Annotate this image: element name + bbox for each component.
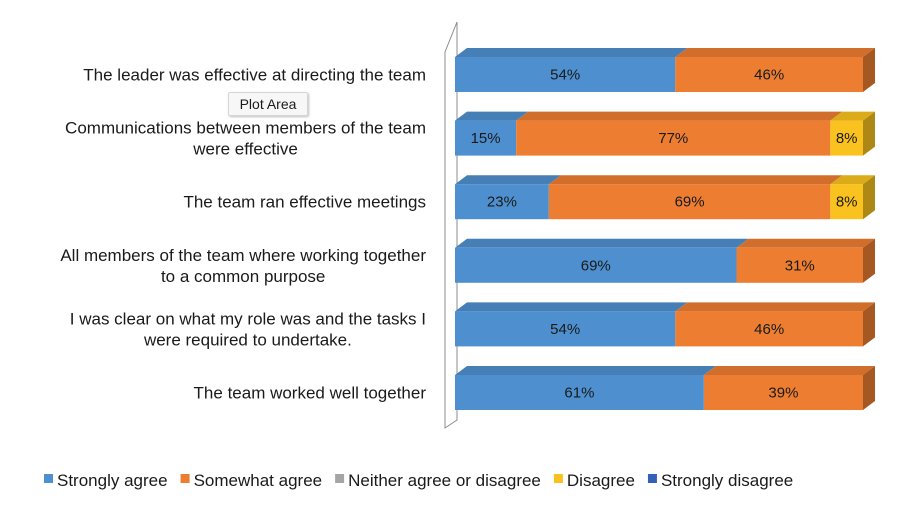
bar-segment — [455, 375, 704, 410]
bar-side — [863, 302, 875, 347]
category-label: I was clear on what my role was and the … — [70, 309, 426, 328]
legend-swatch — [553, 474, 563, 483]
data-label: 8% — [836, 194, 858, 211]
data-label: 31% — [785, 257, 815, 274]
data-label: 77% — [658, 130, 688, 147]
legend-swatch — [647, 474, 657, 483]
category-label: Communications between members of the te… — [65, 119, 426, 138]
bars: 54% 46% 15% 77% 8% 23% 69% 8% 69% 31% 54% 46% 61% 39% — [455, 48, 875, 410]
bar-segment-top — [455, 111, 529, 121]
bar-segment-top — [675, 48, 875, 57]
bar-segment — [675, 57, 863, 92]
bar-segment — [830, 184, 863, 220]
legend-item-label: Strongly agree — [57, 471, 168, 490]
bar-side — [863, 48, 875, 92]
bar-segment-top — [455, 175, 561, 185]
legend-item-label: Somewhat agree — [194, 471, 323, 490]
legend: Strongly agree Somewhat agree Neither agre… — [44, 471, 793, 490]
bar-segment — [675, 311, 863, 347]
plot-area-wall — [444, 21, 458, 429]
bar-segment — [703, 375, 863, 410]
bar-segment-top — [455, 238, 749, 248]
bar-segment-top — [455, 302, 688, 312]
bar-segment — [548, 184, 831, 220]
category-label: The team ran effective meetings — [183, 193, 426, 212]
category-labels: The leader was effective at directing th… — [60, 66, 426, 403]
bar-side — [863, 111, 875, 156]
legend-item-label: Strongly disagree — [661, 471, 793, 490]
legend-item-label: Neither agree or disagree — [348, 471, 541, 490]
bar-segment-top — [675, 302, 875, 312]
bar-segment — [455, 311, 676, 347]
data-label: 23% — [487, 194, 517, 211]
category-label: were required to undertake. — [143, 330, 352, 349]
legend-swatch — [180, 474, 190, 483]
legend-item-label: Disagree — [567, 471, 635, 490]
bar-side — [863, 238, 875, 283]
legend-swatch — [335, 474, 345, 483]
bar-segment — [455, 184, 549, 220]
bar-segment — [455, 57, 676, 92]
legend-swatch — [44, 474, 53, 483]
bar-segment-top — [736, 238, 875, 248]
category-label: were effective — [192, 140, 298, 159]
bar-segment-top — [830, 111, 875, 121]
plot-area-back-wall — [444, 21, 458, 429]
data-label: 69% — [675, 194, 705, 211]
bar-segment-top — [548, 175, 843, 185]
bar-segment — [455, 120, 517, 156]
data-label: 8% — [836, 130, 858, 147]
data-label: 69% — [581, 257, 611, 274]
bar-segment — [516, 120, 831, 156]
category-label: All members of the team where working to… — [60, 246, 426, 265]
data-label: 54% — [550, 67, 580, 84]
bar-segment-top — [516, 111, 843, 121]
data-label: 46% — [754, 67, 784, 84]
bar-side — [863, 175, 875, 220]
data-label: 54% — [550, 321, 580, 338]
bar-segment-top — [455, 366, 716, 375]
bar-segment — [736, 247, 863, 283]
data-label: 15% — [471, 130, 501, 147]
data-label: 61% — [564, 385, 594, 402]
data-label: 39% — [768, 385, 798, 402]
bar-segment — [830, 120, 863, 156]
category-label: The leader was effective at directing th… — [83, 66, 426, 85]
bar-segment-top — [703, 366, 875, 375]
data-label: 46% — [754, 321, 784, 338]
plot-area-tooltip: Plot Area — [228, 92, 308, 116]
bar-segment — [455, 247, 737, 283]
category-label: to a common purpose — [161, 267, 325, 286]
bar-segment-top — [830, 175, 875, 185]
bar-side — [863, 366, 875, 410]
category-label: The team worked well together — [194, 384, 427, 403]
bar-segment-top — [455, 48, 688, 57]
